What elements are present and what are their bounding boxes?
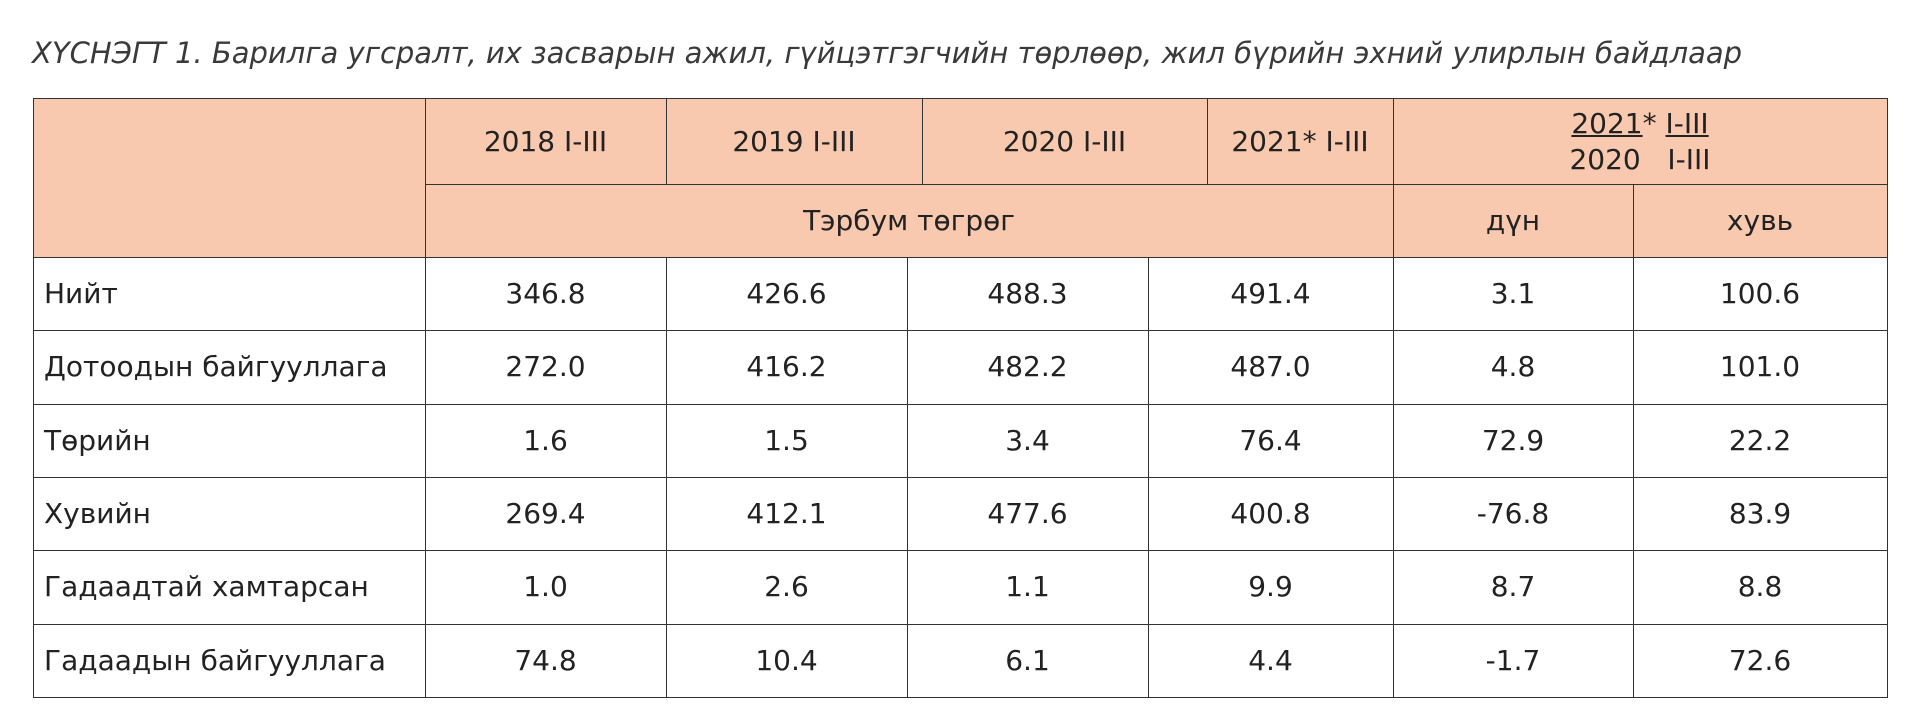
header-ratio: 2021* I-III 2020 I-III [1393,99,1887,184]
table-cell: -76.8 [1476,497,1550,531]
grid-line-v [425,257,426,697]
table-cell: 346.8 [505,277,586,311]
table-cell: 400.8 [1230,497,1311,531]
table-cell: 488.3 [987,277,1068,311]
table-cell: 482.2 [987,350,1068,384]
table-cell: -1.7 [1485,643,1541,677]
table-cell: 4.4 [1248,643,1293,677]
table-cell: 1.6 [523,423,568,457]
header-diff: дүн [1393,184,1633,257]
table-cell: 1.1 [1005,570,1050,604]
grid-line-v [1148,257,1149,697]
grid-line-h [34,623,1887,625]
grid-line-h [34,257,1887,258]
data-table: 2018 I-III 2019 I-III 2020 I-III 2021* I… [33,98,1888,698]
row-label: Нийт [44,277,118,311]
grid-line-v [1393,257,1394,697]
table-cell: 1.0 [523,570,568,604]
row-label: Гадаадтай хамтарсан [44,570,369,604]
header-corner [34,99,425,257]
grid-line-v [425,99,426,257]
table-cell: 3.4 [1005,423,1050,457]
table-cell: 76.4 [1239,423,1302,457]
table-cell: 9.9 [1248,570,1293,604]
table-cell: 491.4 [1230,277,1311,311]
grid-line-h [34,330,1887,332]
table-cell: 10.4 [755,643,818,677]
table-cell: 4.8 [1490,350,1536,384]
header-period-2020: 2020 I-III [922,99,1207,184]
table-cell: 477.6 [987,497,1068,531]
table-cell: 272.0 [505,350,586,384]
table-cell: 6.1 [1005,643,1050,677]
header-period-2018: 2018 I-III [425,99,666,184]
table-cell: 8.8 [1737,570,1783,604]
table-cell: 101.0 [1719,350,1801,384]
table-cell: 74.8 [514,643,577,677]
table-cell: 72.9 [1481,423,1545,457]
header-period-2019: 2019 I-III [666,99,922,184]
grid-line-h [34,550,1887,552]
table-cell: 1.5 [764,423,809,457]
row-label: Дотоодын байгууллага [44,350,388,384]
grid-line-v [666,257,667,697]
ratio-numerator: 2021* I-III [1571,106,1709,140]
grid-line-v [922,99,923,184]
table-title: ХҮСНЭГТ 1. Барилга угсралт, их засварын … [32,36,1743,70]
grid-line-v [1633,257,1634,697]
table-cell: 3.1 [1490,277,1536,311]
row-label: Хувийн [44,497,151,531]
table-cell: 22.2 [1728,423,1792,457]
grid-line-v [907,257,908,697]
grid-line-h [34,403,1887,405]
grid-line-h [34,476,1887,478]
table-cell: 72.6 [1728,643,1792,677]
grid-line-v [1633,184,1634,257]
table-cell: 8.7 [1490,570,1536,604]
header-period-2021: 2021* I-III [1207,99,1393,184]
table-cell: 416.2 [746,350,827,384]
grid-line-v [1207,99,1208,184]
table-cell: 426.6 [746,277,827,311]
table-cell: 83.9 [1728,497,1792,531]
table-cell: 100.6 [1719,277,1801,311]
grid-line-v [1393,99,1394,257]
grid-line-v [666,99,667,184]
grid-line-h [425,184,1887,185]
row-label: Төрийн [44,423,151,457]
table-cell: 2.6 [764,570,809,604]
table-cell: 487.0 [1230,350,1311,384]
table-cell: 412.1 [746,497,827,531]
table-cell: 269.4 [505,497,586,531]
header-unit: Тэрбум төгрөг [425,184,1393,257]
header-pct: хувь [1633,184,1887,257]
ratio-denominator: 2020 I-III [1569,142,1711,176]
row-label: Гадаадын байгууллага [44,643,386,677]
